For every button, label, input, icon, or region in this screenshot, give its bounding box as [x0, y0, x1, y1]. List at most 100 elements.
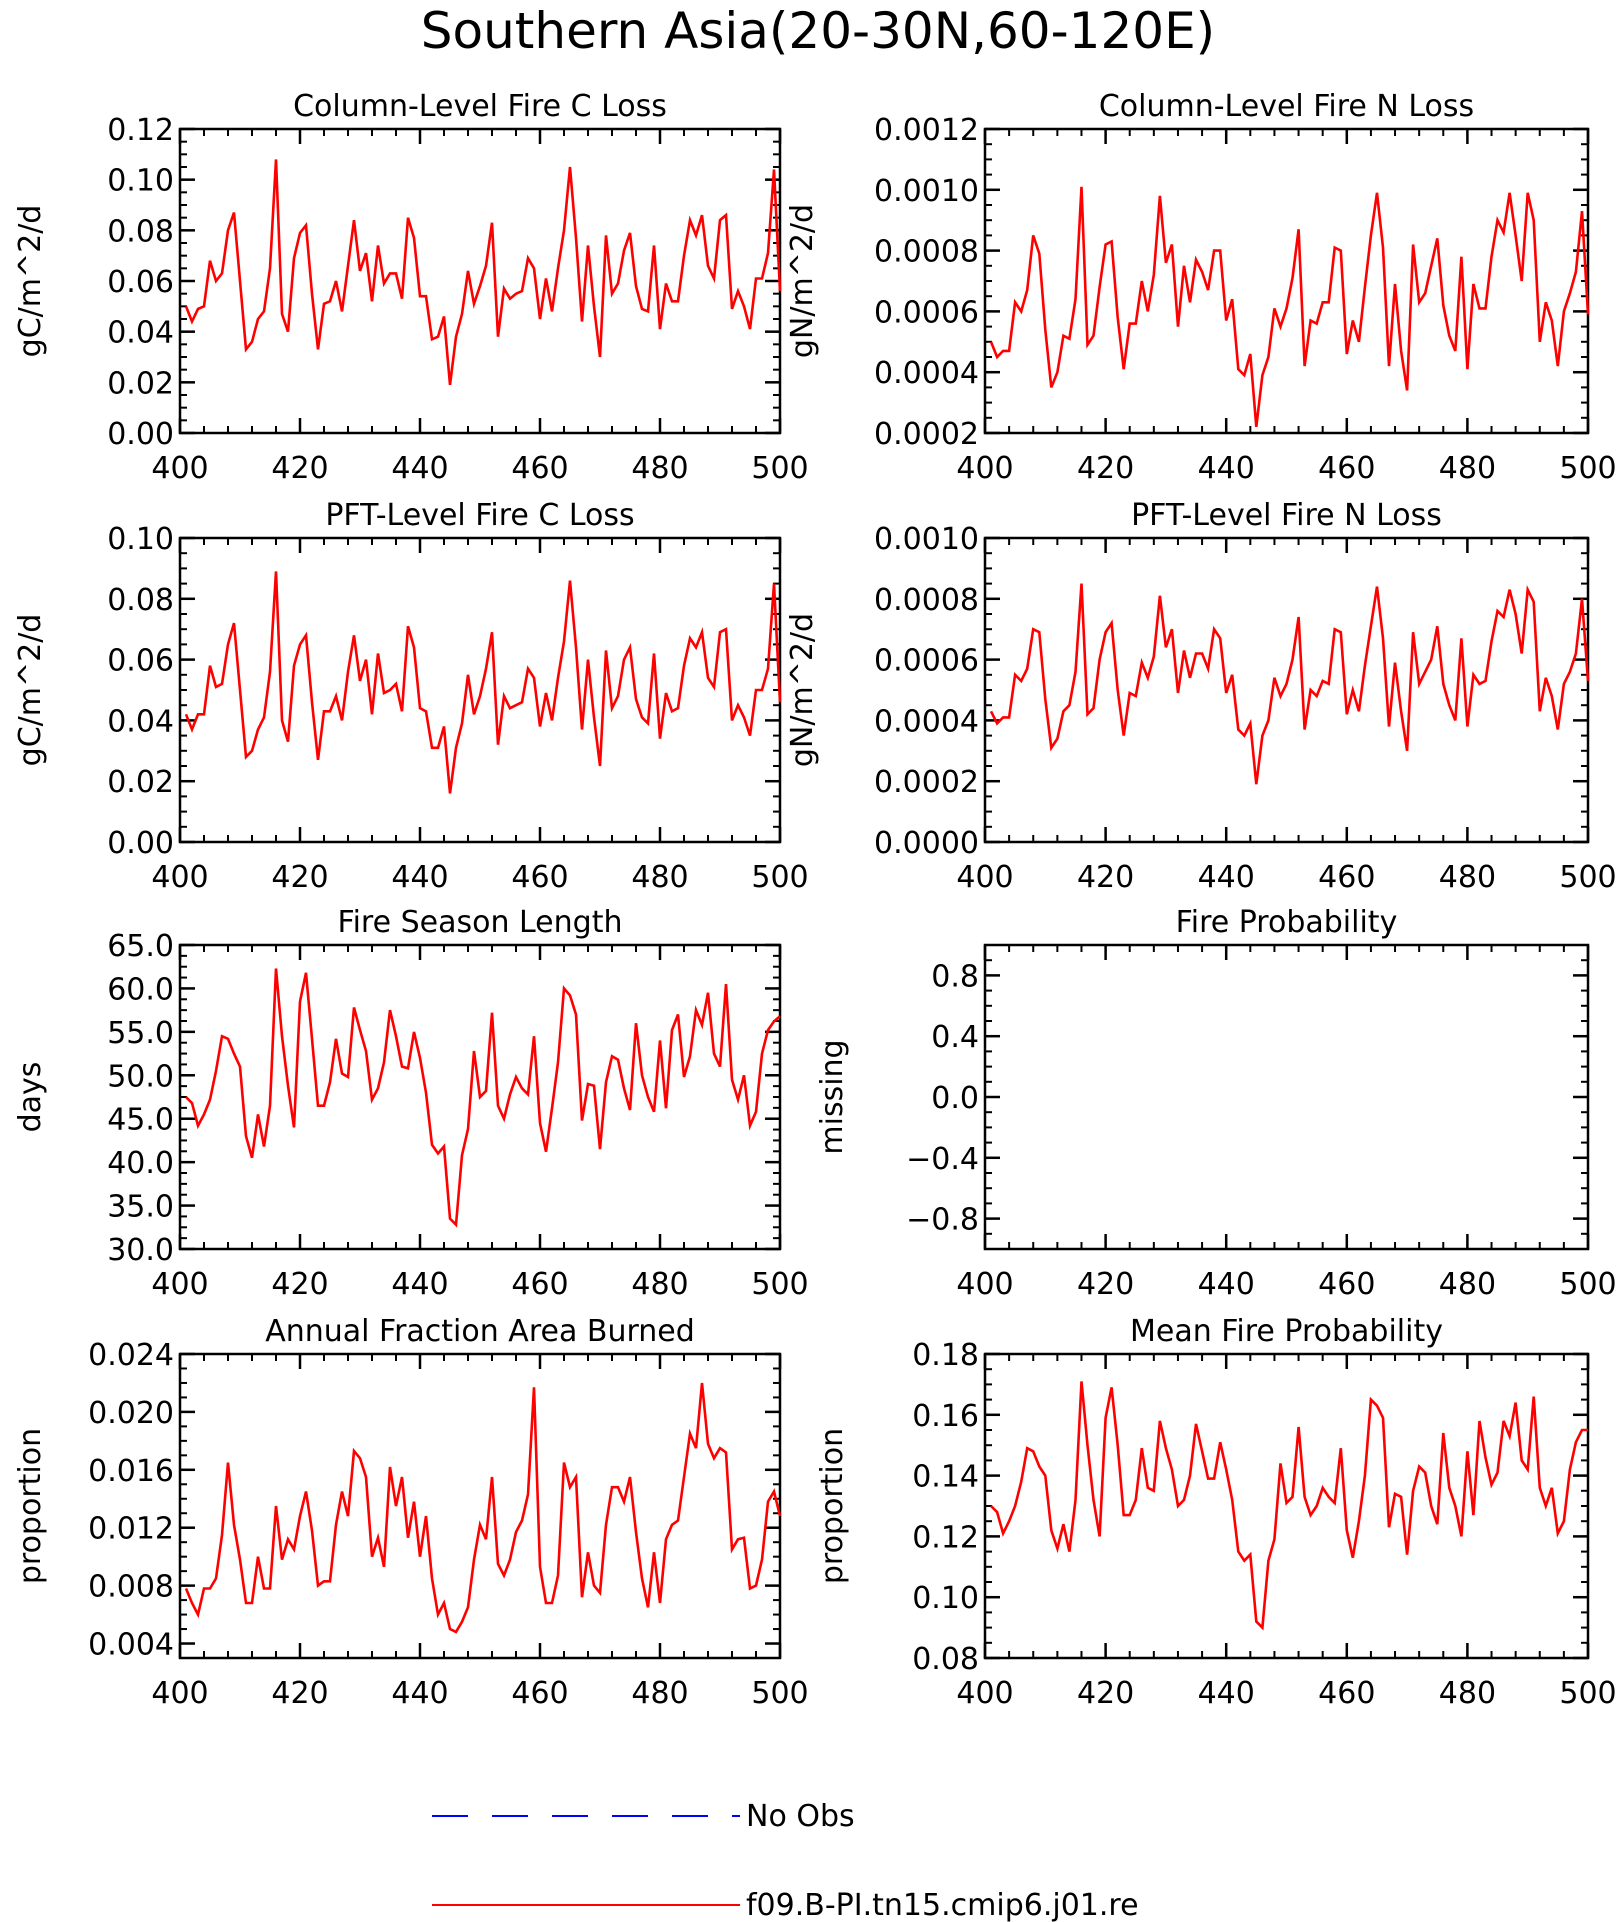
y-tick-label: 55.0 — [107, 1016, 174, 1051]
series-line — [990, 1381, 1588, 1631]
y-tick-label: −0.4 — [906, 1142, 979, 1177]
x-tick-label: 480 — [1439, 451, 1496, 486]
legend-label-model: f09.B-PI.tn15.cmip6.j01.re — [746, 1888, 1139, 1922]
x-tick-label: 440 — [391, 1676, 448, 1711]
chart-annual-fraction-area-burned: 400 420 440 460 480 500 0.004 0.008 0.012 0.016 0.… — [13, 1314, 809, 1711]
y-tick-label: 0.08 — [107, 583, 174, 618]
x-tick-label: 460 — [511, 1676, 568, 1711]
y-tick-label: 0.0006 — [874, 644, 979, 679]
x-tick-label: 500 — [751, 1676, 808, 1711]
x-tick-label: 460 — [1318, 1676, 1375, 1711]
x-tick-label: 500 — [751, 451, 808, 486]
y-tick-label: 0.12 — [912, 1520, 979, 1555]
x-tick-label: 460 — [511, 451, 568, 486]
x-tick-label: 420 — [1077, 860, 1134, 895]
chart-fire-season-length: 400 420 440 460 480 500 30.0 35.0 40.0 45.0 50.0 55… — [13, 905, 809, 1302]
y-tick-label: 0.4 — [931, 1020, 979, 1055]
y-tick-label: 0.00 — [107, 417, 174, 452]
x-tick-label: 460 — [1318, 860, 1375, 895]
x-tick-label: 480 — [1439, 1676, 1496, 1711]
chart-pft-level-fire-n-loss: 400 420 440 460 480 500 0.0000 0.0002 0.0004 0.00… — [785, 498, 1617, 895]
x-tick-label: 420 — [271, 1267, 328, 1302]
chart-mean-fire-probability: 400 420 440 460 480 500 0.08 0.10 0.12 0.14 0.16 0.… — [815, 1314, 1617, 1711]
x-tick-label: 440 — [391, 1267, 448, 1302]
y-tick-label: 0.0006 — [874, 295, 979, 330]
plot-frame — [983, 943, 1590, 1251]
y-tick-label: 0.008 — [88, 1570, 174, 1605]
x-tick-label: 440 — [391, 451, 448, 486]
x-tick-label: 500 — [1559, 1676, 1616, 1711]
y-tick-label: 0.004 — [88, 1628, 174, 1663]
y-axis-label: gN/m^2/d — [785, 204, 820, 358]
chart-panels: 400 420 440 460 480 500 0.00 0.02 0.04 0.06 0.08 0.… — [13, 89, 1617, 1711]
chart-column-level-fire-c-loss: 400 420 440 460 480 500 0.00 0.02 0.04 0.06 0.08 0.… — [13, 89, 809, 486]
chart-fire-probability: 400 420 440 460 480 500 −0.8 −0.4 0.0 0.4 0.8 Fire … — [815, 905, 1617, 1302]
y-tick-label: 0.020 — [88, 1396, 174, 1431]
y-tick-label: 0.04 — [107, 316, 174, 351]
y-tick-label: 0.14 — [912, 1460, 979, 1495]
series-line — [184, 159, 782, 386]
series-line — [989, 186, 1590, 428]
plot-frame — [178, 1352, 782, 1660]
x-tick-label: 500 — [1559, 860, 1616, 895]
x-tick-label: 480 — [1439, 1267, 1496, 1302]
x-tick-label: 400 — [151, 1267, 208, 1302]
y-tick-label: 0.06 — [107, 644, 174, 679]
x-tick-label: 400 — [956, 860, 1013, 895]
x-tick-label: 420 — [271, 451, 328, 486]
y-axis-label: gC/m^2/d — [13, 614, 48, 767]
y-tick-label: 0.0000 — [874, 826, 979, 861]
chart-title: Mean Fire Probability — [1130, 1314, 1443, 1349]
y-axis-label: missing — [815, 1039, 850, 1154]
plot-frame — [178, 536, 782, 844]
x-tick-label: 440 — [1198, 451, 1255, 486]
legend: No Obs f09.B-PI.tn15.cmip6.j01.re — [432, 1799, 1139, 1922]
x-tick-label: 400 — [151, 1676, 208, 1711]
chart-title: PFT-Level Fire N Loss — [1131, 498, 1442, 533]
x-tick-label: 480 — [631, 1267, 688, 1302]
x-tick-label: 400 — [956, 1267, 1013, 1302]
y-tick-label: 0.08 — [107, 214, 174, 249]
chart-title: Column-Level Fire N Loss — [1099, 89, 1474, 124]
y-tick-label: 0.02 — [107, 765, 174, 800]
series-line — [185, 968, 781, 1228]
y-tick-label: 0.0002 — [874, 765, 979, 800]
x-tick-label: 500 — [1559, 1267, 1616, 1302]
y-axis-label: proportion — [13, 1428, 48, 1584]
x-tick-label: 440 — [1198, 1676, 1255, 1711]
series-line — [184, 1382, 782, 1634]
x-tick-label: 420 — [1077, 1676, 1134, 1711]
y-tick-label: 0.016 — [88, 1454, 174, 1489]
y-tick-label: 0.12 — [107, 113, 174, 148]
y-tick-label: 0.10 — [107, 164, 174, 199]
x-tick-label: 420 — [1077, 451, 1134, 486]
y-tick-label: 0.0008 — [874, 235, 979, 270]
y-tick-label: 30.0 — [107, 1233, 174, 1268]
y-tick-label: 0.0008 — [874, 583, 979, 618]
y-tick-label: 0.0010 — [874, 174, 979, 209]
x-tick-label: 460 — [1318, 1267, 1375, 1302]
y-tick-label: 50.0 — [107, 1059, 174, 1094]
y-tick-label: 35.0 — [107, 1190, 174, 1225]
y-tick-label: 0.0004 — [874, 704, 979, 739]
y-axis-label: gN/m^2/d — [785, 613, 820, 767]
legend-label-no-obs: No Obs — [746, 1799, 855, 1834]
chart-title: PFT-Level Fire C Loss — [325, 498, 634, 533]
x-tick-label: 500 — [1559, 451, 1616, 486]
chart-title: Annual Fraction Area Burned — [265, 1314, 695, 1349]
y-tick-label: 0.0004 — [874, 356, 979, 391]
x-tick-label: 400 — [956, 451, 1013, 486]
x-tick-label: 400 — [151, 451, 208, 486]
series-line — [184, 571, 782, 794]
chart-title: Fire Probability — [1176, 905, 1398, 940]
y-tick-label: 0.0002 — [874, 417, 979, 452]
plot-frame — [983, 536, 1590, 844]
chart-column-level-fire-n-loss: 400 420 440 460 480 500 0.0002 0.0004 0.0006 0.00… — [785, 89, 1617, 486]
y-tick-label: 45.0 — [107, 1103, 174, 1138]
y-tick-label: 40.0 — [107, 1146, 174, 1181]
x-tick-label: 480 — [631, 451, 688, 486]
x-tick-label: 460 — [1318, 451, 1375, 486]
y-axis-label: gC/m^2/d — [13, 205, 48, 358]
x-tick-label: 400 — [956, 1676, 1013, 1711]
